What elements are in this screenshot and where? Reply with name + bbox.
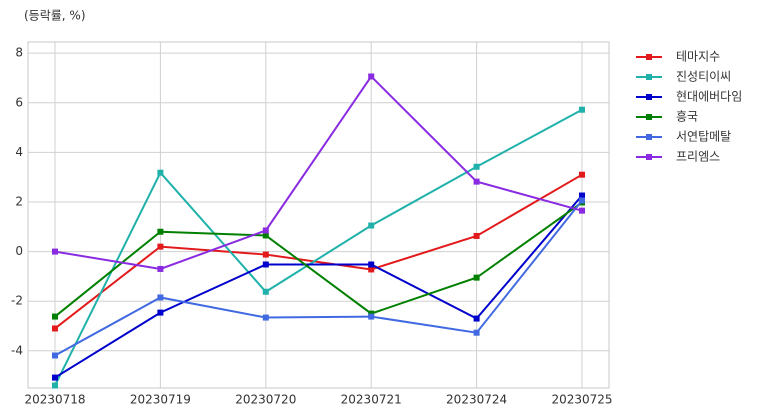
y-tick-label: 2	[15, 194, 23, 208]
y-tick-label: -2	[11, 294, 23, 308]
series-line	[54, 108, 583, 386]
y-axis-label: (등락률, %)	[24, 9, 86, 23]
series-line	[54, 194, 583, 379]
point	[579, 197, 585, 204]
legend-marker	[646, 114, 652, 120]
point	[262, 288, 269, 295]
point	[262, 261, 269, 268]
x-tick-label: 20230718	[24, 393, 85, 407]
point	[368, 266, 375, 273]
point	[157, 309, 164, 316]
point	[157, 228, 164, 235]
point	[473, 274, 480, 281]
point	[262, 251, 269, 258]
point	[157, 294, 164, 301]
legend-label: 테마지수	[676, 50, 720, 64]
series-line	[54, 173, 583, 330]
point	[473, 315, 480, 322]
legend-label: 진성티이씨	[676, 70, 731, 84]
point	[52, 325, 58, 332]
point	[157, 265, 164, 272]
x-tick-label: 20230720	[235, 393, 296, 407]
x-tick-label: 20230719	[130, 393, 191, 407]
y-tick-label: 8	[15, 46, 23, 60]
point	[52, 374, 58, 381]
legend-marker	[646, 134, 652, 140]
point	[368, 222, 375, 229]
legend-marker	[646, 154, 652, 160]
series-line	[54, 74, 583, 270]
point	[157, 243, 164, 250]
point	[52, 382, 58, 389]
series-line	[54, 201, 583, 318]
point	[262, 227, 269, 234]
legend-marker	[646, 94, 652, 100]
point	[473, 232, 480, 239]
y-tick-label: 0	[15, 244, 23, 258]
point	[52, 352, 58, 359]
legend-marker	[646, 74, 652, 80]
point	[157, 169, 164, 176]
point	[52, 248, 58, 255]
x-tick-label: 20230721	[341, 393, 402, 407]
y-tick-label: 4	[15, 145, 23, 159]
legend-label: 흥국	[676, 110, 698, 124]
y-tick-label: -4	[11, 343, 23, 357]
point	[579, 171, 585, 178]
point	[579, 207, 585, 214]
point	[262, 314, 269, 321]
point	[368, 313, 375, 320]
point	[473, 178, 480, 185]
point	[579, 106, 585, 113]
point	[579, 192, 585, 199]
point	[368, 261, 375, 268]
legend-marker	[646, 54, 652, 60]
point	[262, 232, 269, 239]
x-tick-label: 20230725	[551, 393, 612, 407]
plot-frame	[27, 41, 610, 389]
point	[473, 163, 480, 170]
legend-label: 현대에버다임	[676, 90, 742, 104]
legend-label: 프리엠스	[676, 150, 720, 164]
series-line	[54, 199, 583, 357]
x-tick-label: 20230724	[446, 393, 507, 407]
y-tick-label: 6	[15, 95, 23, 109]
point	[368, 73, 375, 80]
point	[473, 329, 480, 336]
point	[52, 313, 58, 320]
legend-label: 서연탑메탈	[676, 130, 731, 144]
